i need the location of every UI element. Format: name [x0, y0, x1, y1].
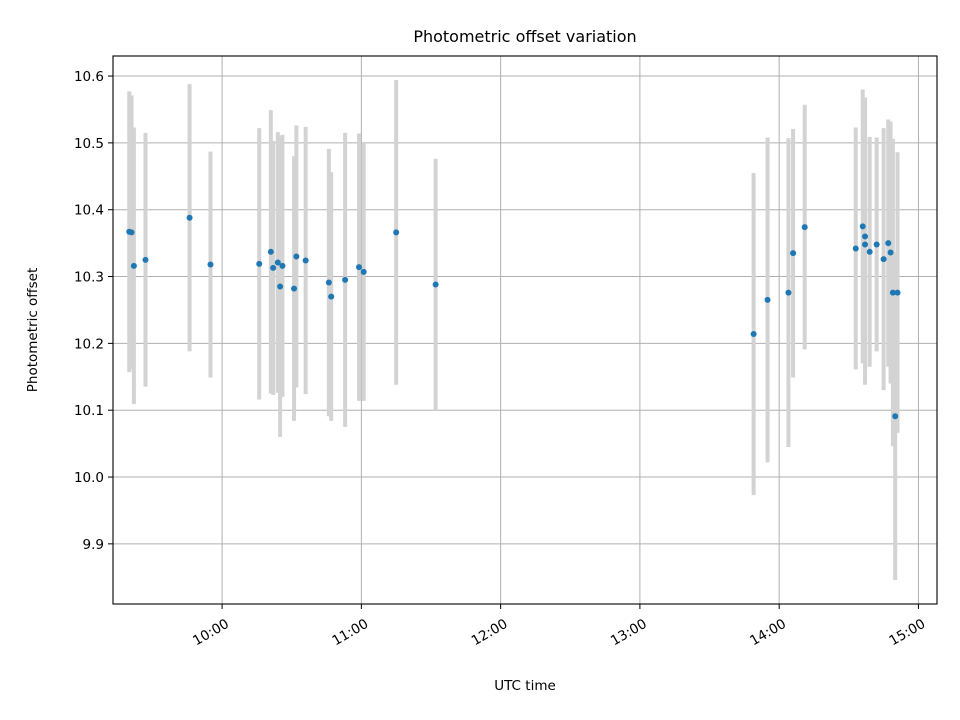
data-point	[892, 413, 899, 420]
y-axis-label: Photometric offset	[25, 268, 41, 392]
data-point	[859, 223, 866, 230]
grid	[113, 56, 937, 604]
data-point	[862, 241, 869, 248]
y-tick-label: 10.4	[74, 203, 104, 219]
chart-title: Photometric offset variation	[413, 27, 636, 46]
x-axis-label: UTC time	[494, 678, 556, 694]
data-point	[432, 281, 439, 288]
data-point	[852, 245, 859, 252]
y-tick-label: 10.1	[74, 403, 104, 419]
data-point	[356, 264, 363, 271]
data-point	[291, 285, 298, 292]
data-point	[130, 262, 137, 269]
data-point	[873, 241, 880, 248]
y-tick-label: 10.3	[74, 270, 104, 286]
data-point	[880, 256, 887, 263]
data-point	[393, 229, 400, 236]
data-point	[267, 248, 274, 255]
y-tick-label: 10.6	[74, 69, 104, 85]
data-point	[277, 283, 284, 290]
data-point	[862, 233, 869, 240]
data-point	[128, 229, 135, 236]
y-tick-label: 10.5	[74, 136, 104, 152]
data-point	[790, 250, 797, 257]
data-point	[207, 261, 214, 268]
y-tick-label: 9.9	[83, 537, 104, 553]
data-point	[279, 262, 286, 269]
data-point	[325, 279, 332, 286]
data-point	[293, 253, 300, 260]
data-point	[801, 224, 808, 231]
data-point	[256, 260, 263, 267]
data-point	[887, 249, 894, 256]
data-point	[274, 259, 281, 266]
data-point	[764, 296, 771, 303]
data-point	[186, 214, 193, 221]
data-point	[750, 331, 757, 338]
data-point	[270, 264, 277, 271]
data-point	[360, 268, 367, 275]
y-tick-label: 10.0	[74, 470, 104, 486]
data-point	[785, 289, 792, 296]
plot-frame	[112, 55, 938, 605]
data-point	[328, 293, 335, 300]
data-point	[342, 276, 349, 283]
y-tick-label: 10.2	[74, 336, 104, 352]
data-point	[889, 289, 896, 296]
data-point	[302, 257, 309, 264]
data-point	[885, 240, 892, 247]
data-point	[866, 248, 873, 255]
data-point	[894, 289, 901, 296]
data-points	[126, 214, 901, 420]
data-point	[142, 256, 149, 263]
